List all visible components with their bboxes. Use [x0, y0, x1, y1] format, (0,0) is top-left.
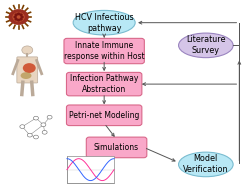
FancyBboxPatch shape: [86, 137, 147, 158]
Circle shape: [15, 14, 17, 15]
Circle shape: [33, 135, 38, 139]
Text: Petri-net Modeling: Petri-net Modeling: [69, 111, 139, 120]
Circle shape: [22, 46, 33, 54]
Circle shape: [33, 116, 38, 120]
Ellipse shape: [73, 10, 135, 35]
Circle shape: [18, 13, 20, 15]
Circle shape: [18, 19, 20, 21]
FancyBboxPatch shape: [64, 38, 144, 64]
Text: Simulations: Simulations: [94, 143, 139, 152]
Circle shape: [20, 125, 25, 129]
Text: HCV Infectious
pathway: HCV Infectious pathway: [75, 13, 133, 33]
Text: Infection Pathway
Abstraction: Infection Pathway Abstraction: [70, 74, 138, 94]
Circle shape: [9, 10, 28, 24]
Circle shape: [27, 133, 32, 137]
Text: Literature
Survey: Literature Survey: [186, 35, 226, 55]
FancyBboxPatch shape: [66, 72, 142, 96]
Text: Innate Immune
response within Host: Innate Immune response within Host: [64, 41, 145, 61]
Circle shape: [20, 14, 22, 15]
FancyBboxPatch shape: [67, 156, 114, 183]
Circle shape: [15, 19, 17, 20]
Ellipse shape: [23, 63, 36, 73]
Ellipse shape: [179, 33, 233, 58]
Circle shape: [42, 130, 47, 134]
Ellipse shape: [21, 72, 31, 79]
Circle shape: [13, 13, 24, 21]
Circle shape: [21, 16, 23, 18]
Circle shape: [14, 16, 16, 18]
Ellipse shape: [179, 152, 233, 177]
FancyBboxPatch shape: [66, 105, 142, 126]
Text: Model
Verification: Model Verification: [183, 154, 229, 174]
Circle shape: [41, 123, 46, 127]
Circle shape: [20, 19, 22, 20]
Circle shape: [47, 115, 52, 119]
FancyBboxPatch shape: [17, 57, 38, 83]
